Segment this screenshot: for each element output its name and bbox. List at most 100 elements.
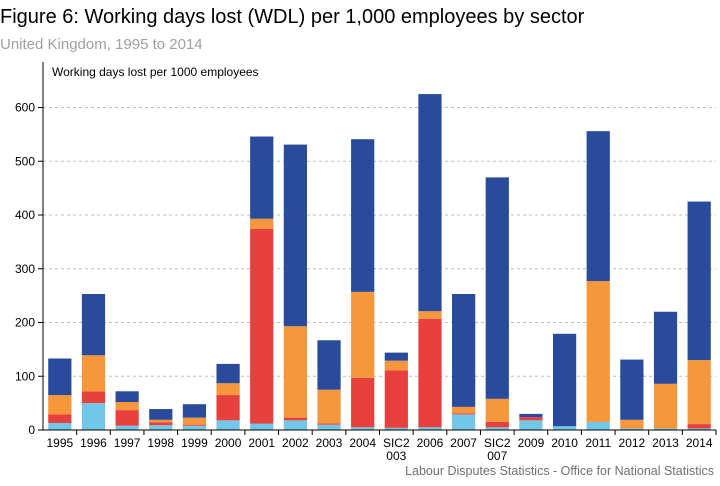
- bar-segment-0: [149, 425, 173, 430]
- x-tick-label: 2010: [551, 436, 578, 450]
- bar-segment-0: [283, 420, 307, 430]
- bar-segment-1: [48, 414, 72, 424]
- bar-segment-0: [317, 424, 341, 431]
- bar-segment-0: [552, 426, 577, 430]
- bar-segment-2: [48, 395, 72, 415]
- bar-segment-0: [384, 427, 408, 430]
- x-tick-label: SIC2: [383, 436, 410, 450]
- bar-segment-0: [115, 425, 139, 430]
- bar-segment-1: [283, 417, 307, 421]
- bar-segment-2: [250, 218, 274, 229]
- bar-segment-1: [519, 417, 543, 421]
- bar-segment-2: [351, 291, 375, 378]
- bar-segment-0: [586, 421, 610, 430]
- bar-segment-2: [149, 419, 173, 423]
- x-tick-label: 2011: [585, 436, 611, 450]
- bar-segment-3: [418, 94, 442, 312]
- bar-segment-3: [81, 294, 106, 356]
- bar-segment-2: [182, 417, 207, 425]
- x-tick-label: 1997: [114, 436, 141, 450]
- chart-title: Figure 6: Working days lost (WDL) per 1,…: [0, 6, 585, 28]
- source-note: Labour Disputes Statistics - Office for …: [405, 464, 714, 478]
- x-tick-label: 2006: [417, 436, 444, 450]
- gridlines: [43, 107, 716, 377]
- bar-segment-1: [317, 423, 341, 425]
- x-tick-label: 2002: [282, 436, 309, 450]
- bar-segment-3: [552, 333, 577, 427]
- bar-segment-0: [250, 423, 274, 430]
- bar-segment-3: [216, 363, 240, 384]
- bar-segment-2: [452, 406, 476, 414]
- x-tick-label: 1996: [80, 436, 107, 450]
- bar-segment-3: [586, 131, 610, 282]
- bar-segment-3: [384, 352, 408, 361]
- bar-segment-2: [418, 311, 442, 319]
- y-tick-label: 0: [28, 423, 35, 437]
- bar-segment-0: [351, 427, 375, 430]
- y-tick-label: 400: [15, 208, 35, 222]
- x-tick-label: 2001: [248, 436, 275, 450]
- x-tick-label: 1998: [147, 436, 174, 450]
- bar-segment-1: [351, 377, 375, 428]
- bar-segment-1: [115, 410, 139, 426]
- bar-segment-1: [149, 422, 173, 426]
- bar-segment-2: [653, 383, 678, 429]
- bar-segment-3: [485, 177, 509, 399]
- bar-segment-2: [283, 326, 307, 418]
- bar-segment-3: [149, 409, 173, 420]
- bar-segment-3: [317, 340, 341, 390]
- bar-segment-0: [48, 423, 72, 430]
- x-tick-label: 2003: [316, 436, 343, 450]
- x-tick-label: SIC2: [484, 436, 511, 450]
- y-axis-label: Working days lost per 1000 employees: [52, 65, 259, 79]
- bar-segment-3: [283, 144, 307, 327]
- bar-segment-0: [81, 403, 106, 431]
- x-tick-label: 2004: [349, 436, 376, 450]
- bar-segment-3: [48, 358, 72, 396]
- x-tick-label: 2000: [215, 436, 242, 450]
- x-tick-label: 2009: [518, 436, 545, 450]
- bar-segment-0: [418, 427, 442, 430]
- bar-segment-0: [620, 428, 644, 430]
- x-tick-label: 2014: [686, 436, 713, 450]
- bar-segment-2: [115, 402, 139, 411]
- bar-segment-3: [182, 404, 207, 418]
- bar-segment-2: [384, 360, 408, 371]
- bar-segment-1: [216, 395, 240, 421]
- chart-subtitle: United Kingdom, 1995 to 2014: [0, 36, 203, 53]
- bar-segment-0: [182, 425, 207, 430]
- y-tick-label: 500: [15, 154, 35, 168]
- bar-segment-0: [687, 428, 711, 430]
- bar-segment-1: [485, 421, 509, 428]
- x-tick-label: 2007: [450, 436, 477, 450]
- bar-segment-3: [620, 359, 644, 420]
- x-tick-label: 003: [386, 449, 406, 463]
- x-axis: 1995 1996 1997 1998 1999 2000 2001 2002 2003 2004…: [43, 429, 717, 463]
- x-tick-label: 2012: [619, 436, 646, 450]
- bar-segment-2: [687, 360, 711, 425]
- y-tick-label: 200: [15, 316, 35, 330]
- y-axis: 0 100 200 300 400 500 600: [15, 62, 44, 437]
- bar-segment-3: [687, 201, 711, 361]
- x-tick-label: 1999: [181, 436, 208, 450]
- bar-segment-2: [317, 389, 341, 424]
- bar-segment-3: [351, 139, 375, 292]
- bar-segment-0: [653, 428, 678, 430]
- bar-segment-3: [250, 136, 274, 219]
- bars: [48, 94, 711, 431]
- y-tick-label: 300: [15, 262, 35, 276]
- x-tick-label: 1995: [46, 436, 73, 450]
- bar-segment-1: [250, 228, 274, 424]
- bar-segment-3: [653, 311, 678, 384]
- bar-segment-0: [485, 427, 509, 430]
- bar-segment-2: [586, 281, 610, 422]
- bar-segment-2: [620, 419, 644, 429]
- bar-segment-1: [452, 413, 476, 415]
- bar-segment-1: [182, 424, 207, 426]
- y-tick-label: 100: [15, 369, 35, 383]
- y-tick-label: 600: [15, 101, 35, 115]
- bar-segment-2: [485, 398, 509, 422]
- bar-segment-3: [519, 413, 543, 418]
- bar-segment-1: [384, 370, 408, 428]
